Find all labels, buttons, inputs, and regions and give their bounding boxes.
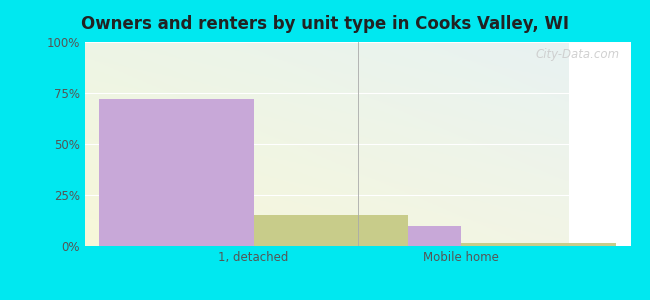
Legend: Owner occupied units, Renter occupied units: Owner occupied units, Renter occupied un… — [182, 297, 533, 300]
Text: City-Data.com: City-Data.com — [536, 48, 619, 61]
Text: Owners and renters by unit type in Cooks Valley, WI: Owners and renters by unit type in Cooks… — [81, 15, 569, 33]
Bar — [99, 99, 254, 246]
Bar — [307, 226, 462, 246]
Bar — [462, 243, 616, 246]
Bar — [254, 215, 408, 246]
